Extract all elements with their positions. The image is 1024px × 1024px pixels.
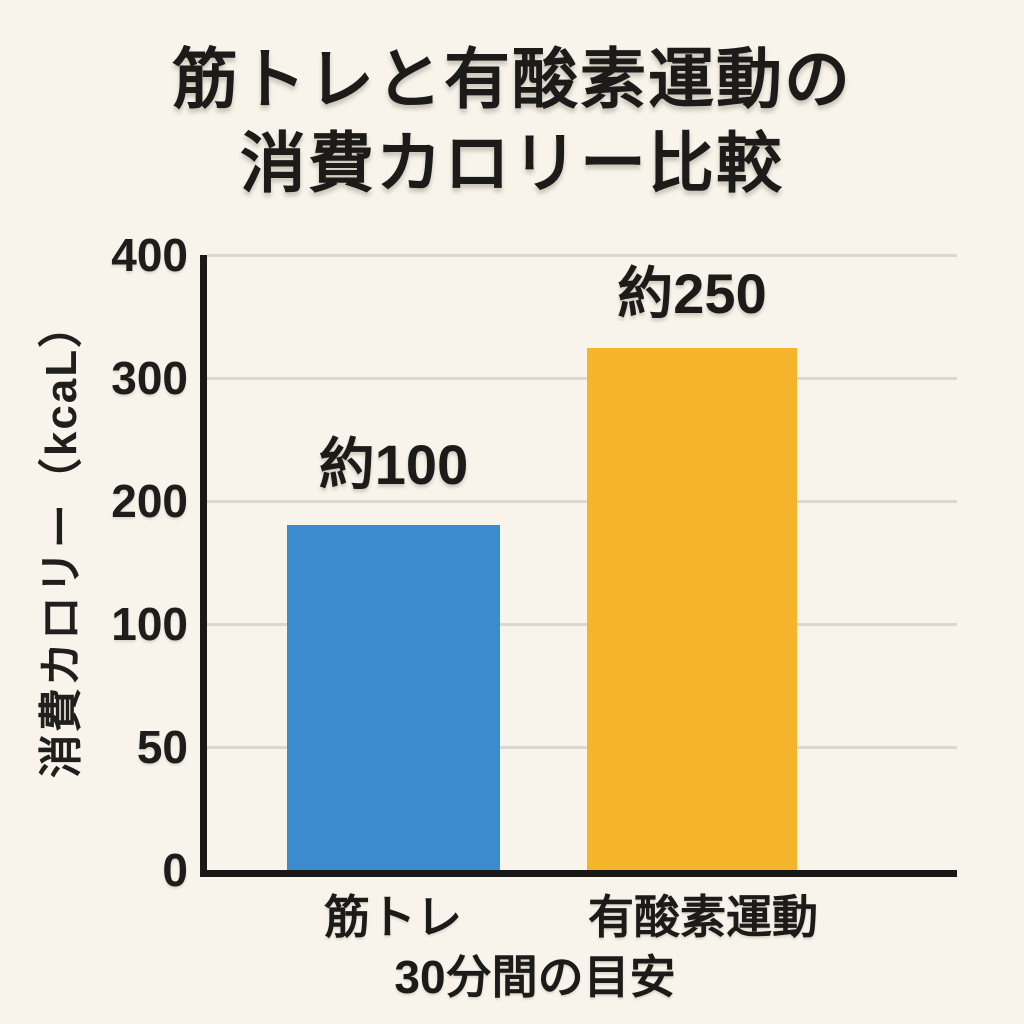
bar-value-label-strength: 約100 (318, 433, 469, 496)
bar-aerobic-exercise (587, 348, 797, 870)
bar-value-label-aerobic: 約250 (617, 262, 767, 325)
gridline-50 (207, 746, 957, 749)
y-tick-50: 50 (136, 721, 188, 773)
x-axis-categories: 筋トレ 有酸素運動 (0, 892, 1024, 948)
y-axis-ticks: 400 300 200 100 50 0 (50, 232, 188, 893)
x-axis-caption: 30分間の目安 (394, 951, 676, 1003)
chart-title-line2: 消費カロリー比較 (240, 125, 784, 200)
x-category-aerobic: 有酸素運動 (588, 891, 818, 943)
y-tick-200: 200 (111, 475, 188, 527)
x-category-strength: 筋トレ (324, 891, 462, 943)
gridline-100 (207, 623, 957, 626)
gridline-200 (207, 500, 957, 503)
y-tick-400: 400 (111, 229, 188, 281)
gridline-400 (207, 254, 957, 257)
bar-strength-training (287, 525, 500, 870)
y-tick-100: 100 (111, 598, 188, 650)
chart-title: 筋トレと有酸素運動の 消費カロリー比較 (0, 38, 1024, 206)
chart-title-line1: 筋トレと有酸素運動の (172, 42, 852, 116)
y-tick-0: 0 (162, 844, 188, 896)
gridline-300 (207, 377, 957, 380)
y-tick-300: 300 (111, 352, 188, 404)
plot-area: 約100 約250 (200, 254, 957, 877)
